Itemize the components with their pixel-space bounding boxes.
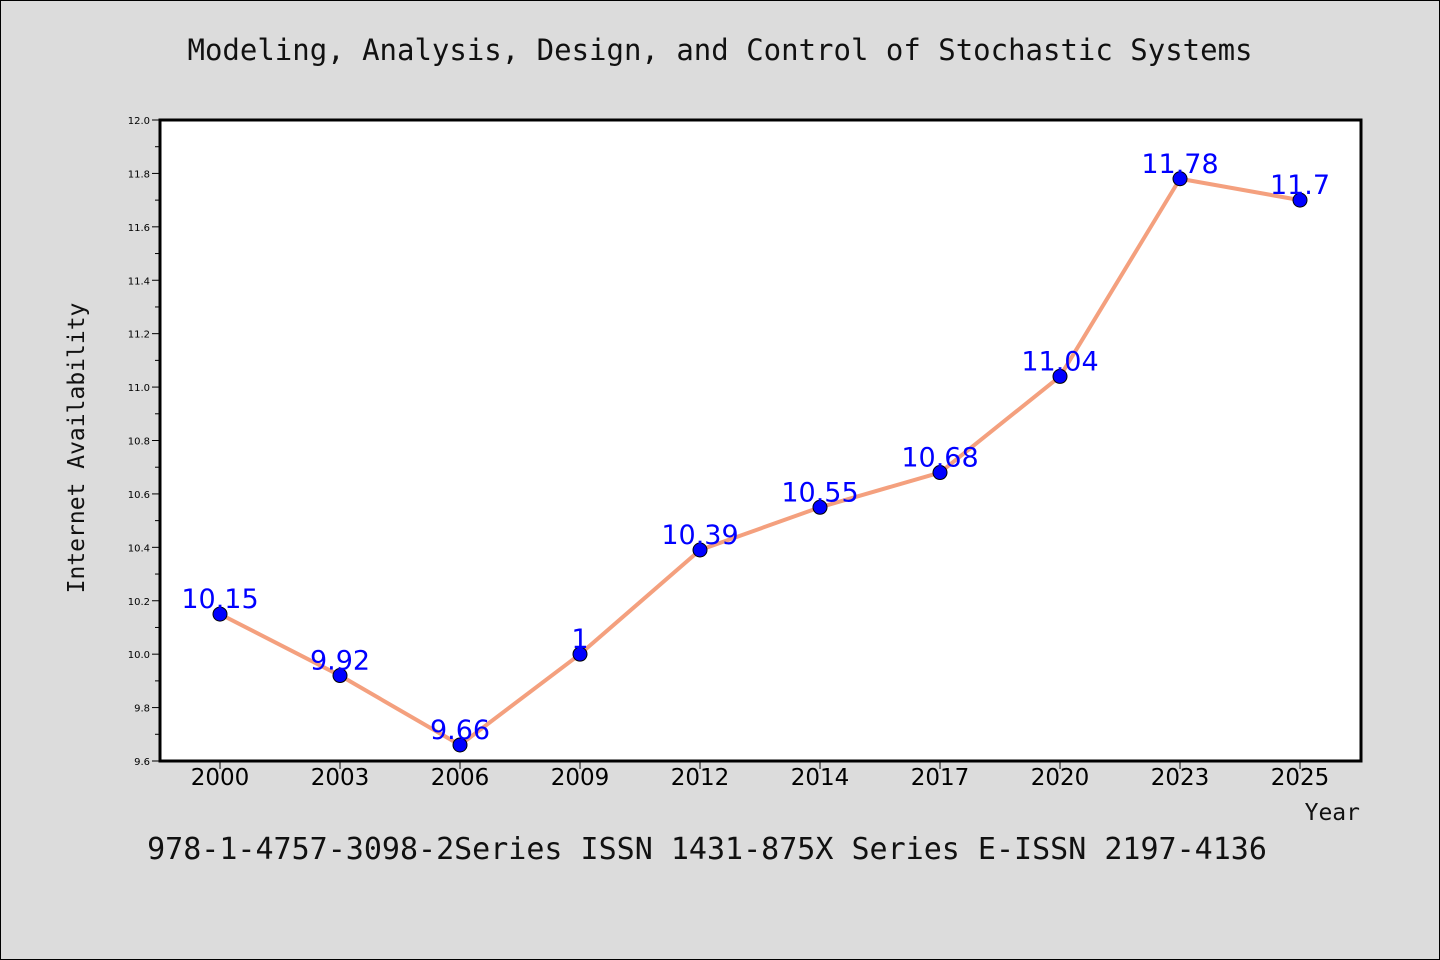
x-axis-label: Year xyxy=(1305,800,1360,826)
x-tick-label: 2017 xyxy=(911,765,970,791)
data-label: 10.55 xyxy=(781,477,858,508)
chart-title: Modeling, Analysis, Design, and Control … xyxy=(187,33,1253,67)
data-label: 10.39 xyxy=(661,520,738,551)
series-line-group xyxy=(212,171,1308,753)
data-label: 10.15 xyxy=(181,584,258,615)
y-tick-label: 12.0 xyxy=(128,116,150,127)
data-point-marker xyxy=(332,668,348,684)
plot-area xyxy=(158,118,1363,763)
data-point-marker xyxy=(1052,368,1068,384)
data-label: 1 xyxy=(571,624,588,655)
x-tick-label: 2003 xyxy=(311,765,370,791)
data-point-marker xyxy=(212,606,228,622)
x-tick-label: 2006 xyxy=(431,765,490,791)
data-label: 11.7 xyxy=(1270,170,1330,201)
y-tick-label: 10.4 xyxy=(128,543,150,554)
data-labels-group: 10.15 9.92 9.66 1 10.39 10.55 10.68 11.04 11.78 1… xyxy=(181,149,1330,746)
y-tick-label: 11.4 xyxy=(128,276,150,287)
y-tick-label: 9.6 xyxy=(134,757,150,768)
x-tick-label: 2014 xyxy=(791,765,850,791)
y-tick-label: 10.0 xyxy=(128,650,150,661)
series-line xyxy=(219,176,1301,747)
y-tick-label: 9.8 xyxy=(134,704,150,715)
y-tick-label: 11.0 xyxy=(128,383,150,394)
y-tick-label: 10.2 xyxy=(128,597,150,608)
x-tick-label: 2020 xyxy=(1031,765,1090,791)
data-label: 10.68 xyxy=(901,443,978,474)
y-axis-label: Internet Availability xyxy=(64,303,90,594)
data-point-marker xyxy=(812,499,828,515)
data-point-marker xyxy=(452,737,468,753)
data-point-marker xyxy=(692,542,708,558)
x-tick-label: 2023 xyxy=(1151,765,1210,791)
data-point-marker xyxy=(572,646,588,662)
y-tick-label: 11.2 xyxy=(128,330,150,341)
y-tick-label: 11.8 xyxy=(128,169,150,180)
data-label: 9.92 xyxy=(310,646,370,677)
data-label: 11.04 xyxy=(1021,346,1098,377)
y-tick-label: 10.6 xyxy=(128,490,150,501)
x-tick-label: 2000 xyxy=(191,765,250,791)
x-axis: 2000 2003 2006 2009 2012 2014 2017 2020 2023 2025 xyxy=(191,761,1330,791)
y-tick-label: 10.8 xyxy=(128,437,150,448)
x-tick-label: 2025 xyxy=(1271,765,1330,791)
data-label: 9.66 xyxy=(430,715,490,746)
data-label: 11.78 xyxy=(1141,149,1218,180)
x-tick-label: 2012 xyxy=(671,765,730,791)
data-point-marker xyxy=(932,465,948,481)
y-axis: 9.6 9.8 10.0 10.2 10.4 10.6 10.8 11.0 11.2 11.4 11… xyxy=(128,116,160,768)
y-tick-label: 11.6 xyxy=(128,223,150,234)
data-point-marker xyxy=(1172,171,1188,187)
footer-isbn-text: 978-1-4757-3098-2Series ISSN 1431-875X S… xyxy=(147,832,1267,867)
data-point-marker xyxy=(1292,192,1308,208)
x-tick-label: 2009 xyxy=(551,765,610,791)
